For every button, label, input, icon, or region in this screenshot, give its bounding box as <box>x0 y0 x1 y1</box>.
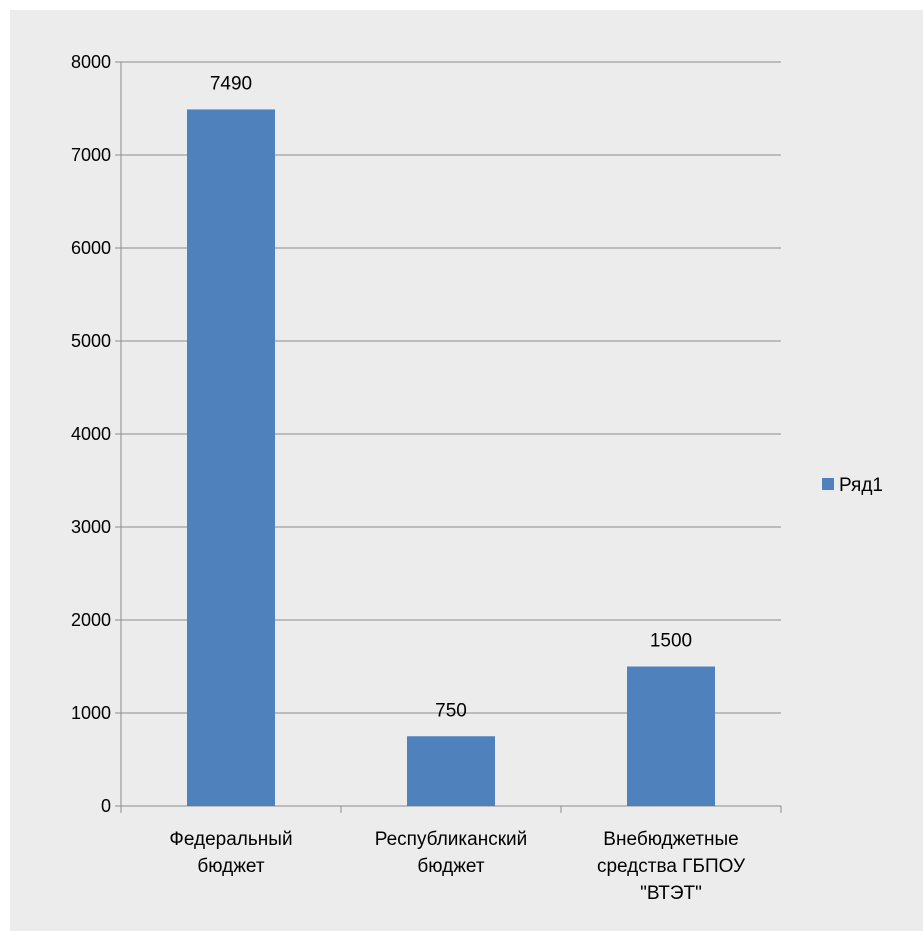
y-tick-label-2000: 2000 <box>71 610 111 630</box>
category-label-2-line-1: средства ГБПОУ <box>597 856 746 877</box>
bars <box>187 109 715 807</box>
category-label-2-line-0: Внебюджетные <box>603 829 738 850</box>
legend: Ряд1 <box>822 475 883 496</box>
category-label-1-line-1: бюджет <box>417 856 484 877</box>
category-label-1-line-0: Республиканский <box>375 829 527 850</box>
y-tick-label-3000: 3000 <box>71 517 111 537</box>
legend-label-ryad1: Ряд1 <box>839 475 883 496</box>
category-label-2-line-2: "ВТЭТ" <box>640 883 702 904</box>
bar-chart: 0 1000 2000 3000 4000 5000 6000 7000 8000 7490 Фед… <box>71 52 883 904</box>
chart-area: 0 1000 2000 3000 4000 5000 6000 7000 8000 7490 Фед… <box>10 10 923 931</box>
y-tick-label-5000: 5000 <box>71 331 111 351</box>
y-tick-label-1000: 1000 <box>71 703 111 723</box>
data-label-1: 750 <box>435 700 467 721</box>
labels: 0 1000 2000 3000 4000 5000 6000 7000 8000 7490 Фед… <box>71 52 746 904</box>
category-label-0-line-1: бюджет <box>197 856 264 877</box>
data-label-2: 1500 <box>650 631 692 652</box>
y-tick-label-0: 0 <box>101 796 111 816</box>
category-label-0-line-0: Федеральный <box>169 829 292 850</box>
y-tick-label-4000: 4000 <box>71 424 111 444</box>
data-label-0: 7490 <box>210 73 252 94</box>
legend-swatch-ryad1 <box>822 478 834 490</box>
bar-1 <box>407 736 495 806</box>
bar-2 <box>627 666 715 806</box>
y-tick-label-6000: 6000 <box>71 238 111 258</box>
y-tick-label-7000: 7000 <box>71 145 111 165</box>
bar-0 <box>187 109 275 807</box>
y-tick-label-8000: 8000 <box>71 52 111 72</box>
